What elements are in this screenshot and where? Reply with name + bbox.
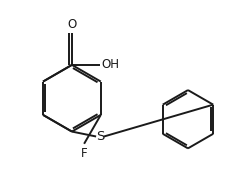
Text: F: F: [81, 147, 87, 160]
Text: S: S: [96, 130, 104, 143]
Text: OH: OH: [102, 58, 119, 71]
Text: O: O: [67, 18, 76, 31]
